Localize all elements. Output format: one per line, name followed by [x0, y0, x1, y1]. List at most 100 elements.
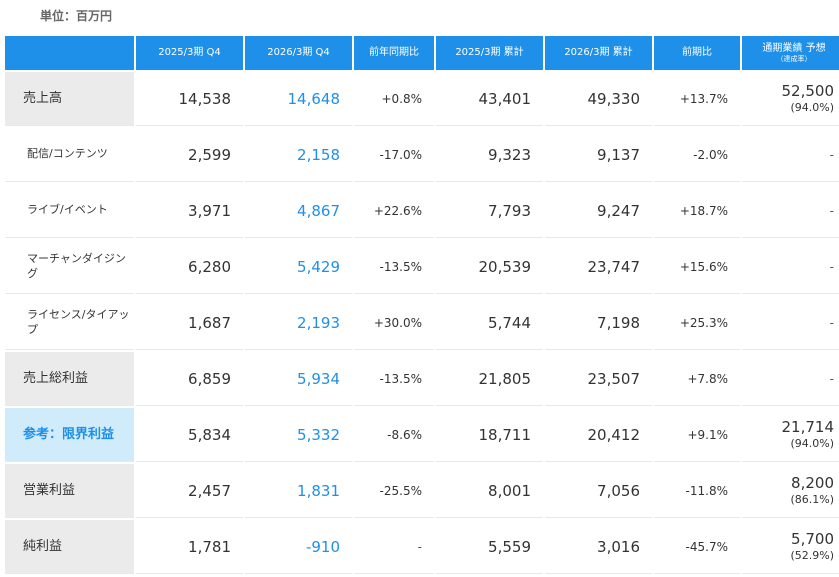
cell-yoy: -25.5%: [354, 464, 434, 518]
cell-yoy: -17.0%: [354, 128, 434, 182]
cell-cum-prev: 43,401: [436, 72, 543, 126]
cell-yoy: -13.5%: [354, 352, 434, 406]
cell-q4-prev: 5,834: [136, 408, 243, 462]
table-row-streaming-content: 配信/コンテンツ 2,599 2,158 -17.0% 9,323 9,137 …: [5, 128, 839, 182]
cell-q4-cur: 5,332: [245, 408, 352, 462]
cell-q4-prev: 14,538: [136, 72, 243, 126]
cell-cum-cur: 7,198: [545, 296, 652, 350]
cell-q4-prev: 6,859: [136, 352, 243, 406]
header-q4-cur: 2026/3期 Q4: [245, 36, 352, 70]
forecast-rate: (52.9%): [790, 549, 834, 562]
cell-q4-prev: 2,599: [136, 128, 243, 182]
header-forecast: 通期業績 予想 （達成率）: [742, 36, 839, 70]
row-label: 配信/コンテンツ: [5, 128, 134, 182]
cell-forecast: -: [742, 184, 839, 238]
cell-cum-yoy: +25.3%: [654, 296, 740, 350]
cell-cum-cur: 9,137: [545, 128, 652, 182]
table-row-gross-profit: 売上総利益 6,859 5,934 -13.5% 21,805 23,507 +…: [5, 352, 839, 406]
cell-cum-prev: 21,805: [436, 352, 543, 406]
cell-cum-cur: 23,507: [545, 352, 652, 406]
forecast-rate: (94.0%): [790, 437, 834, 450]
unit-label: 単位：百万円: [40, 9, 113, 23]
header-forecast-sub: （達成率）: [776, 54, 812, 63]
header-label: [5, 36, 134, 70]
header-forecast-title: 通期業績 予想: [762, 42, 826, 54]
cell-cum-cur: 20,412: [545, 408, 652, 462]
cell-cum-yoy: +9.1%: [654, 408, 740, 462]
cell-cum-yoy: -2.0%: [654, 128, 740, 182]
table-row-net-profit: 純利益 1,781 -910 - 5,559 3,016 -45.7% 5,70…: [5, 520, 839, 574]
row-label: 営業利益: [5, 464, 134, 518]
cell-forecast: -: [742, 128, 839, 182]
cell-yoy: -: [354, 520, 434, 574]
forecast-value: 52,500: [781, 82, 835, 101]
cell-cum-yoy: -45.7%: [654, 520, 740, 574]
cell-cum-yoy: +18.7%: [654, 184, 740, 238]
cell-forecast: 52,500 (94.0%): [742, 72, 839, 126]
cell-yoy: +30.0%: [354, 296, 434, 350]
cell-q4-cur: -910: [245, 520, 352, 574]
cell-yoy: +22.6%: [354, 184, 434, 238]
cell-forecast: -: [742, 352, 839, 406]
cell-cum-prev: 9,323: [436, 128, 543, 182]
cell-cum-prev: 20,539: [436, 240, 543, 294]
row-label: 売上高: [5, 72, 134, 126]
cell-cum-yoy: -11.8%: [654, 464, 740, 518]
cell-cum-yoy: +15.6%: [654, 240, 740, 294]
forecast-value: 5,700: [791, 530, 834, 549]
cell-forecast: 8,200 (86.1%): [742, 464, 839, 518]
cell-cum-cur: 23,747: [545, 240, 652, 294]
row-label: ライセンス/タイアップ: [5, 296, 134, 350]
cell-q4-cur: 1,831: [245, 464, 352, 518]
cell-cum-yoy: +13.7%: [654, 72, 740, 126]
cell-yoy: -13.5%: [354, 240, 434, 294]
cell-q4-cur: 14,648: [245, 72, 352, 126]
header-cum-yoy: 前期比: [654, 36, 740, 70]
table-row-licensing: ライセンス/タイアップ 1,687 2,193 +30.0% 5,744 7,1…: [5, 296, 839, 350]
cell-q4-cur: 2,158: [245, 128, 352, 182]
financial-summary-table: 2025/3期 Q4 2026/3期 Q4 前年同期比 2025/3期 累計 2…: [3, 34, 839, 576]
cell-yoy: -8.6%: [354, 408, 434, 462]
cell-cum-cur: 49,330: [545, 72, 652, 126]
cell-q4-prev: 6,280: [136, 240, 243, 294]
row-label: ライブ/イベント: [5, 184, 134, 238]
cell-cum-prev: 5,559: [436, 520, 543, 574]
table-row-live-events: ライブ/イベント 3,971 4,867 +22.6% 7,793 9,247 …: [5, 184, 839, 238]
cell-q4-prev: 1,687: [136, 296, 243, 350]
cell-q4-prev: 2,457: [136, 464, 243, 518]
cell-forecast: 21,714 (94.0%): [742, 408, 839, 462]
row-label: 参考：限界利益: [5, 408, 134, 462]
cell-cum-cur: 7,056: [545, 464, 652, 518]
cell-cum-prev: 5,744: [436, 296, 543, 350]
cell-forecast: -: [742, 240, 839, 294]
cell-cum-prev: 7,793: [436, 184, 543, 238]
cell-forecast: 5,700 (52.9%): [742, 520, 839, 574]
cell-forecast: -: [742, 296, 839, 350]
cell-cum-cur: 3,016: [545, 520, 652, 574]
cell-cum-cur: 9,247: [545, 184, 652, 238]
table-row-merchandising: マーチャンダイジング 6,280 5,429 -13.5% 20,539 23,…: [5, 240, 839, 294]
table-row-operating-profit: 営業利益 2,457 1,831 -25.5% 8,001 7,056 -11.…: [5, 464, 839, 518]
header-yoy: 前年同期比: [354, 36, 434, 70]
cell-yoy: +0.8%: [354, 72, 434, 126]
forecast-value: 8,200: [791, 474, 834, 493]
table-row-net-sales: 売上高 14,538 14,648 +0.8% 43,401 49,330 +1…: [5, 72, 839, 126]
cell-q4-prev: 3,971: [136, 184, 243, 238]
table-row-marginal-profit: 参考：限界利益 5,834 5,332 -8.6% 18,711 20,412 …: [5, 408, 839, 462]
forecast-rate: (94.0%): [790, 101, 834, 114]
row-label: 売上総利益: [5, 352, 134, 406]
cell-cum-prev: 18,711: [436, 408, 543, 462]
cell-cum-yoy: +7.8%: [654, 352, 740, 406]
header-row: 2025/3期 Q4 2026/3期 Q4 前年同期比 2025/3期 累計 2…: [5, 36, 839, 70]
cell-q4-cur: 2,193: [245, 296, 352, 350]
cell-q4-cur: 5,429: [245, 240, 352, 294]
forecast-rate: (86.1%): [790, 493, 834, 506]
header-q4-prev: 2025/3期 Q4: [136, 36, 243, 70]
header-cum-prev: 2025/3期 累計: [436, 36, 543, 70]
cell-q4-cur: 4,867: [245, 184, 352, 238]
header-cum-cur: 2026/3期 累計: [545, 36, 652, 70]
cell-cum-prev: 8,001: [436, 464, 543, 518]
row-label: マーチャンダイジング: [5, 240, 134, 294]
cell-q4-prev: 1,781: [136, 520, 243, 574]
cell-q4-cur: 5,934: [245, 352, 352, 406]
